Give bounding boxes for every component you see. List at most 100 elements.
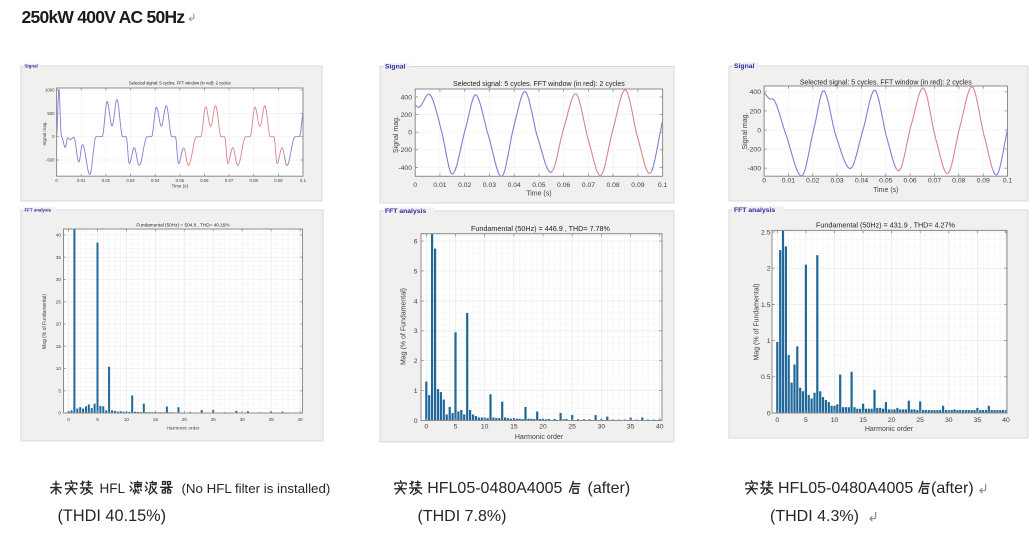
svg-text:0.08: 0.08 <box>606 182 619 189</box>
svg-text:0.09: 0.09 <box>977 178 990 185</box>
svg-text:0.06: 0.06 <box>903 178 916 185</box>
svg-text:5: 5 <box>804 417 808 424</box>
svg-text:25: 25 <box>56 299 62 304</box>
svg-text:0.04: 0.04 <box>151 178 160 183</box>
svg-text:500: 500 <box>47 111 55 116</box>
svg-text:FFT analysis: FFT analysis <box>385 208 426 215</box>
svg-text:HFL05-0480A4005: HFL05-0480A4005 <box>778 480 913 497</box>
svg-text:10: 10 <box>124 417 130 422</box>
svg-text:2: 2 <box>414 358 418 365</box>
svg-text:Signal mag.: Signal mag. <box>42 121 47 145</box>
svg-text:-400: -400 <box>747 166 761 173</box>
svg-text:25: 25 <box>568 424 576 431</box>
svg-text:Fundamental (50Hz) = 431.9 , T: Fundamental (50Hz) = 431.9 , THD= 4.27% <box>816 220 956 229</box>
svg-text:Time (s): Time (s) <box>171 184 188 189</box>
svg-text:20: 20 <box>539 424 547 431</box>
svg-text:40: 40 <box>656 424 664 431</box>
svg-text:30: 30 <box>945 417 953 424</box>
svg-text:40: 40 <box>56 233 62 238</box>
svg-text:0.08: 0.08 <box>250 178 259 183</box>
svg-text:6: 6 <box>414 239 418 246</box>
svg-text:0.06: 0.06 <box>557 182 570 189</box>
svg-text:HFL: HFL <box>100 481 126 496</box>
svg-text:-400: -400 <box>398 165 412 172</box>
svg-text:30: 30 <box>240 417 246 422</box>
svg-text:10: 10 <box>831 417 839 424</box>
svg-text:Mag (% of Fundamental): Mag (% of Fundamental) <box>401 288 408 365</box>
svg-text:40: 40 <box>1002 417 1010 424</box>
svg-text:0.08: 0.08 <box>952 178 965 185</box>
svg-text:25: 25 <box>916 417 924 424</box>
svg-text:0.02: 0.02 <box>806 178 819 185</box>
svg-text:1000: 1000 <box>45 88 55 93</box>
svg-text:400: 400 <box>401 94 413 101</box>
svg-text:1.5: 1.5 <box>761 302 771 309</box>
svg-text:5: 5 <box>96 417 99 422</box>
svg-text:Selected signal: 5 cycles. FFT: Selected signal: 5 cycles. FFT window (i… <box>453 81 625 88</box>
svg-text:0.06: 0.06 <box>200 178 209 183</box>
svg-text:3: 3 <box>414 328 418 335</box>
svg-text:0.01: 0.01 <box>782 178 795 185</box>
svg-text:Time (s): Time (s) <box>873 187 898 194</box>
svg-text:20: 20 <box>888 417 896 424</box>
svg-text:5: 5 <box>58 388 61 393</box>
svg-text:10: 10 <box>481 424 489 431</box>
svg-text:0: 0 <box>424 424 428 431</box>
svg-text:0: 0 <box>52 134 55 139</box>
svg-text:400: 400 <box>750 89 762 96</box>
svg-text:5: 5 <box>454 424 458 431</box>
svg-text:1: 1 <box>414 388 418 395</box>
svg-text:Harmonic order: Harmonic order <box>865 426 914 433</box>
svg-text:30: 30 <box>598 424 606 431</box>
svg-text:0: 0 <box>767 410 771 417</box>
svg-text:0.5: 0.5 <box>761 374 771 381</box>
svg-text:Fundamental (50Hz) = 504.8 , T: Fundamental (50Hz) = 504.8 , THD= 40.15% <box>136 223 229 228</box>
svg-text:0: 0 <box>408 130 412 137</box>
svg-text:0.02: 0.02 <box>458 182 471 189</box>
svg-text:-200: -200 <box>398 147 412 154</box>
svg-text:0: 0 <box>67 417 70 422</box>
svg-text:0.07: 0.07 <box>928 178 941 185</box>
svg-text:0: 0 <box>413 182 417 189</box>
svg-text:0.09: 0.09 <box>631 182 644 189</box>
svg-text:15: 15 <box>859 417 867 424</box>
svg-text:2: 2 <box>767 266 771 273</box>
svg-text:Time (s): Time (s) <box>526 190 551 197</box>
svg-text:Selected signal: 5 cycles. FFT: Selected signal: 5 cycles. FFT window (i… <box>800 79 972 86</box>
svg-text:15: 15 <box>56 344 62 349</box>
svg-text:35: 35 <box>56 255 62 260</box>
svg-text:(after): (after) <box>588 480 631 497</box>
svg-text:35: 35 <box>627 424 635 431</box>
svg-text:0: 0 <box>762 178 766 185</box>
svg-text:0.02: 0.02 <box>102 178 111 183</box>
svg-text:4: 4 <box>414 298 418 305</box>
svg-text:(No HFL filter is installed): (No HFL filter is installed) <box>182 481 331 496</box>
svg-text:(THDI 4.3%): (THDI 4.3%) <box>770 508 859 525</box>
svg-text:25: 25 <box>211 417 217 422</box>
svg-text:0: 0 <box>757 127 761 134</box>
svg-text:250kW 400V AC 50Hz: 250kW 400V AC 50Hz <box>22 7 186 27</box>
svg-text:10: 10 <box>56 366 62 371</box>
svg-text:Signal: Signal <box>385 64 406 71</box>
svg-text:0: 0 <box>55 178 58 183</box>
svg-text:Signal: Signal <box>734 63 755 70</box>
svg-text:2.5: 2.5 <box>761 229 771 236</box>
svg-text:Mag (% of Fundamental): Mag (% of Fundamental) <box>42 294 48 349</box>
svg-text:200: 200 <box>401 112 413 119</box>
svg-text:Signal: Signal <box>25 63 38 68</box>
svg-text:(after): (after) <box>931 480 974 497</box>
svg-text:-500: -500 <box>46 158 55 163</box>
svg-text:-200: -200 <box>747 147 761 154</box>
svg-text:0: 0 <box>414 418 418 425</box>
svg-text:Harmonic order: Harmonic order <box>515 434 564 441</box>
svg-text:(THDI 7.8%): (THDI 7.8%) <box>418 508 507 525</box>
svg-text:0.04: 0.04 <box>508 182 521 189</box>
svg-text:0.09: 0.09 <box>274 178 283 183</box>
svg-text:0.07: 0.07 <box>582 182 595 189</box>
svg-text:0.1: 0.1 <box>1003 178 1013 185</box>
svg-text:0.1: 0.1 <box>300 178 307 183</box>
svg-text:0.03: 0.03 <box>830 178 843 185</box>
svg-text:0: 0 <box>58 411 61 416</box>
svg-text:35: 35 <box>974 417 982 424</box>
svg-text:0.01: 0.01 <box>433 182 446 189</box>
